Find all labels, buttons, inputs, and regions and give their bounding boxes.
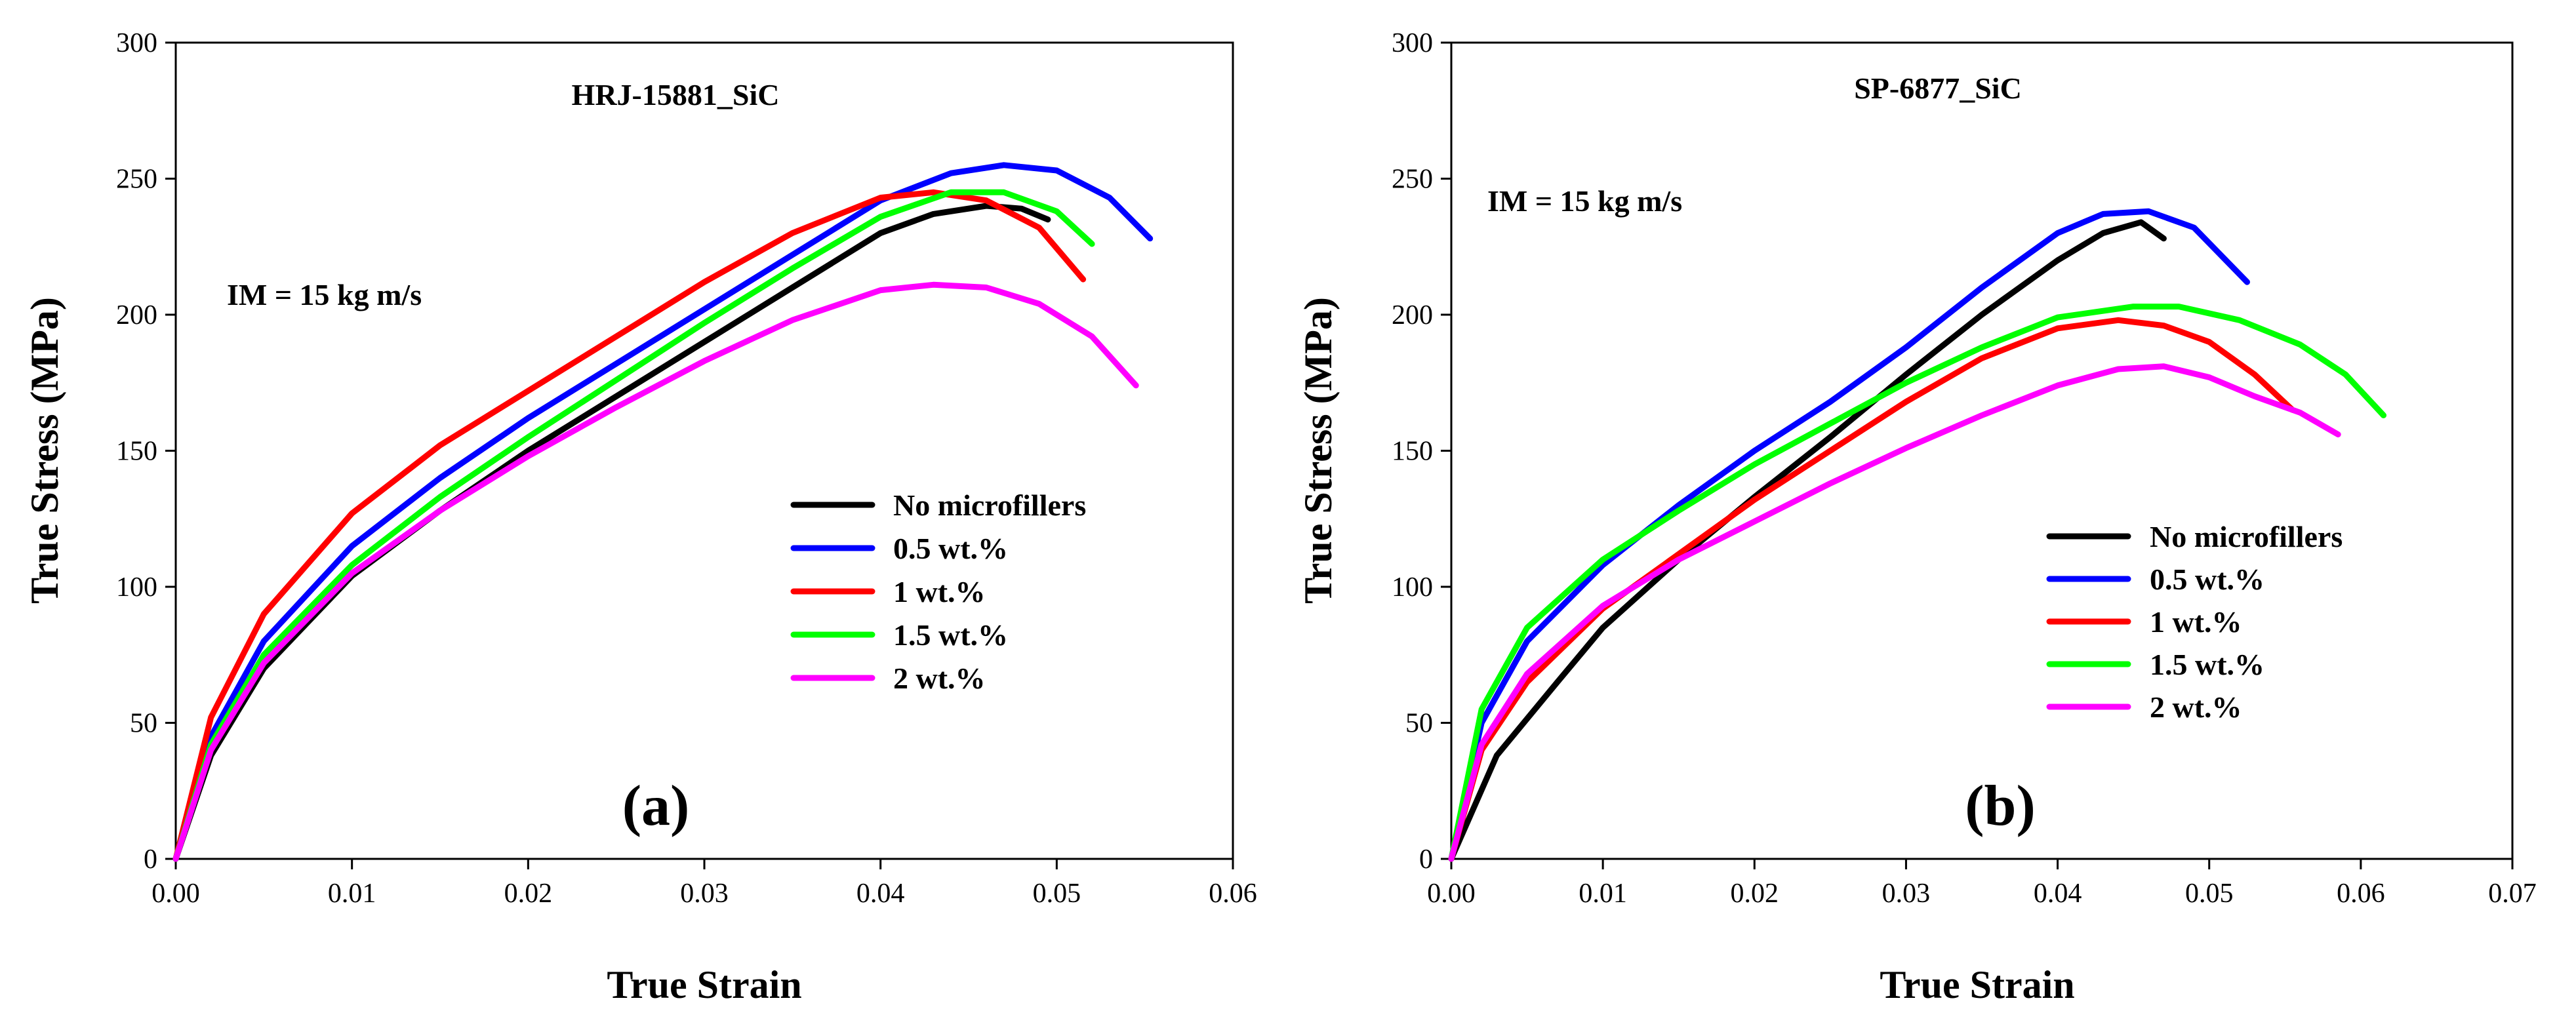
im-annotation-b: IM = 15 kg m/s [1487,184,1682,218]
y-tick-label-b: 50 [1405,709,1433,739]
y-tick-label-a: 50 [130,709,157,739]
series-line-no-microfillers-b [1448,219,2167,862]
legend-label-no-microfillers-b: No microfillers [2150,520,2343,553]
y-tick-label-b: 0 [1419,844,1433,875]
x-tick-label-a: 0.04 [856,879,905,909]
y-tick-label-a: 250 [116,165,157,195]
series-line-0-5-wt-b [1448,208,2250,862]
axis-ticks-a: 0.00 0.01 0.02 0.03 0.04 0.05 0.06 0 50 100 150 200… [116,28,1257,909]
y-tick-label-a: 100 [116,572,157,603]
series-lines-b [1448,208,2386,862]
x-tick-label-b: 0.02 [1731,879,1779,909]
legend-label-1-wt-b: 1 wt.% [2150,605,2242,639]
chart-panel-b: 0.00 0.01 0.02 0.03 0.04 0.05 0.06 0.07 0 50 100 15… [1297,28,2537,1006]
legend-label-0-5-wt-a: 0.5 wt.% [893,532,1008,565]
legend-label-2-wt-b: 2 wt.% [2150,690,2242,724]
chart-title-a: HRJ-15881_SiC [572,78,780,111]
series-line-1-wt-a [172,189,1087,862]
series-line-0-5-wt-a [172,162,1154,862]
x-tick-label-b: 0.01 [1579,879,1627,909]
series-line-2-wt-a [172,281,1139,862]
legend-label-2-wt-a: 2 wt.% [893,662,986,695]
panel-label-a: (a) [622,774,690,838]
plot-frame-b [1450,41,2514,860]
x-tick-label-b: 0.04 [2034,879,2082,909]
y-tick-label-b: 150 [1392,437,1433,467]
x-tick-label-b: 0.05 [2185,879,2234,909]
x-tick-label-b: 0.06 [2337,879,2385,909]
x-tick-label-a: 0.02 [504,879,553,909]
im-annotation-a: IM = 15 kg m/s [227,278,422,311]
chart-title-b: SP-6877_SiC [1854,71,2022,105]
legend-label-1-wt-a: 1 wt.% [893,575,986,608]
series-line-no-microfillers-a [172,203,1051,862]
y-tick-label-b: 100 [1392,572,1433,603]
legend-label-1-5-wt-a: 1.5 wt.% [893,618,1008,652]
x-tick-label-a: 0.00 [151,879,200,909]
series-line-2-wt-b [1448,363,2341,862]
x-tick-label-b: 0.03 [1882,879,1931,909]
x-tick-label-b: 0.07 [2488,879,2537,909]
x-tick-label-b: 0.00 [1427,879,1476,909]
legend-label-no-microfillers-a: No microfillers [893,488,1086,522]
y-tick-label-b: 300 [1392,28,1433,58]
y-tick-label-a: 150 [116,437,157,467]
legend-label-0-5-wt-b: 0.5 wt.% [2150,563,2264,596]
y-tick-label-b: 200 [1392,300,1433,330]
y-tick-label-a: 0 [144,844,157,875]
x-tick-label-a: 0.06 [1209,879,1257,909]
series-line-1-wt-b [1448,317,2296,862]
y-tick-label-a: 300 [116,28,157,58]
panel-label-b: (b) [1965,774,2036,838]
x-axis-title-a: True Strain [607,963,801,1006]
series-lines-a [172,162,1154,862]
y-tick-label-a: 200 [116,300,157,330]
y-axis-title-b: True Stress (MPa) [1297,297,1340,604]
legend-b: No microfillers 0.5 wt.% 1 wt.% 1.5 wt.%… [2046,520,2343,724]
legend-label-1-5-wt-b: 1.5 wt.% [2150,648,2264,681]
plot-frame-a [174,41,1234,860]
x-tick-label-a: 0.03 [680,879,729,909]
y-axis-title-a: True Stress (MPa) [23,297,66,604]
x-tick-label-a: 0.05 [1033,879,1081,909]
y-tick-label-b: 250 [1392,165,1433,195]
series-line-1-5-wt-b [1448,304,2386,862]
series-line-1-5-wt-a [172,189,1095,862]
chart-panel-a: 0.00 0.01 0.02 0.03 0.04 0.05 0.06 0 50 100 150 200… [23,28,1257,1006]
axis-ticks-b: 0.00 0.01 0.02 0.03 0.04 0.05 0.06 0.07 0 50 100 15… [1392,28,2537,909]
legend-a: No microfillers 0.5 wt.% 1 wt.% 1.5 wt.%… [790,488,1086,695]
x-tick-label-a: 0.01 [328,879,376,909]
x-axis-title-b: True Strain [1880,963,2074,1006]
